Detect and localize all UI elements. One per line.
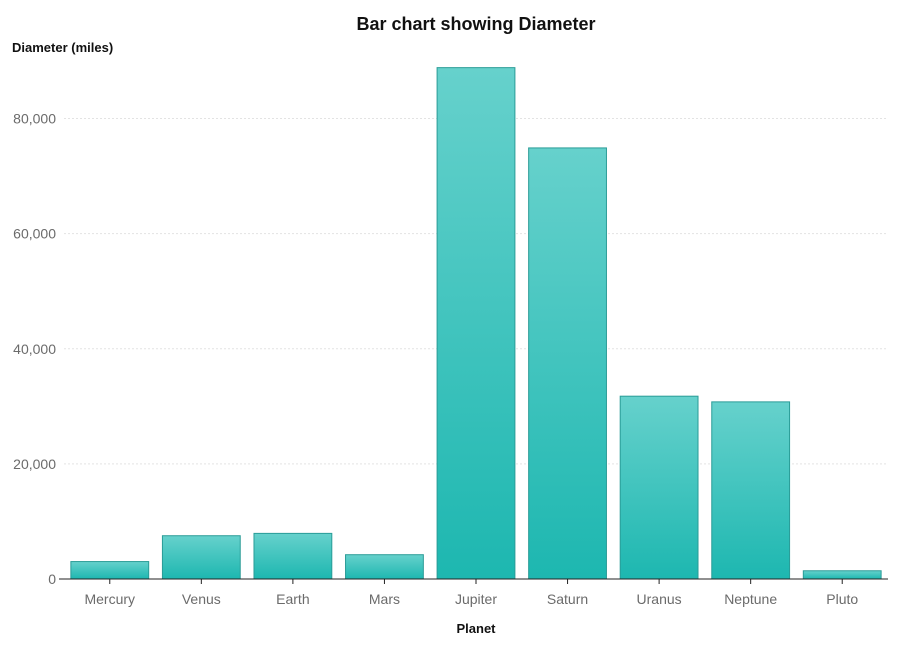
bar-mercury [70,561,150,580]
bar-mars [345,554,424,580]
y-tick-label: 60,000 [13,226,56,242]
tick-labels: 0 20,000 40,000 60,000 80,000 Mercury Venus Ear… [13,111,858,607]
bar-pluto [802,570,882,580]
x-tick-label: Neptune [724,591,777,607]
y-tick-label: 0 [48,571,56,587]
bar-uranus [619,395,699,580]
bar-venus [161,535,241,580]
bars [70,67,882,580]
y-tick-label: 80,000 [13,111,56,127]
x-axis-title: Planet [456,621,496,636]
bar-saturn [528,147,607,580]
y-tick-label: 20,000 [13,456,56,472]
x-tick-label: Earth [276,591,309,607]
x-tick-label: Pluto [826,591,858,607]
bar-neptune [711,401,791,580]
x-tick-label: Mars [369,591,400,607]
x-tick-label: Uranus [637,591,682,607]
bar-jupiter [436,67,516,580]
x-tick-label: Saturn [547,591,588,607]
bar-earth [253,532,333,580]
axes [59,578,888,584]
chart-title: Bar chart showing Diameter [356,14,595,34]
y-tick-label: 40,000 [13,341,56,357]
x-tick-label: Jupiter [455,591,497,607]
x-tick-label: Venus [182,591,221,607]
x-tick-label: Mercury [84,591,135,607]
y-axis-title: Diameter (miles) [12,40,113,55]
